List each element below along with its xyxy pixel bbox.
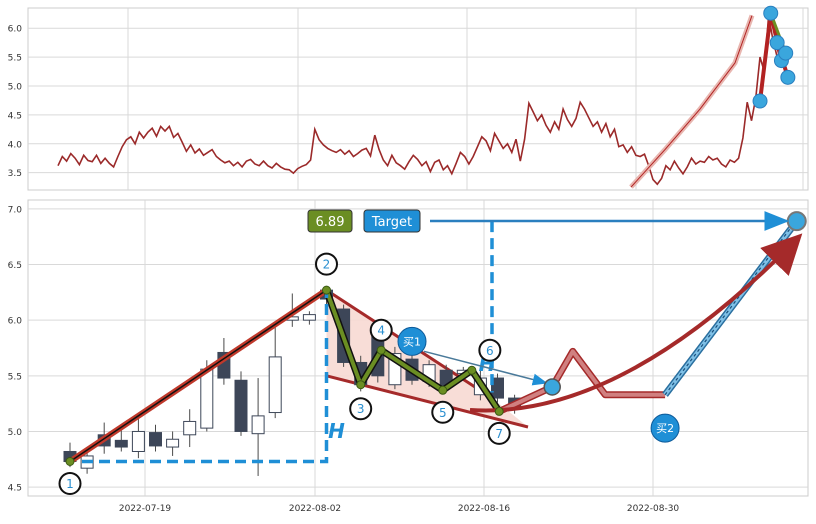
overview-lines: [57, 5, 796, 189]
wave-path: [324, 289, 501, 413]
wave-point-dot: [65, 457, 75, 467]
wave-point-dot: [494, 406, 504, 416]
target-badge-label: Target: [371, 215, 412, 230]
height-label-1: H: [328, 419, 345, 443]
detail-y-tick-label: 5.0: [8, 428, 23, 438]
overview-grid: [28, 8, 808, 190]
wave-label-circle: [431, 400, 455, 424]
target-marker: [786, 211, 807, 232]
detail-y-tick-label: 6.0: [8, 317, 23, 327]
overview-trend-line: [630, 15, 753, 188]
overview-y-tick-label: 4.0: [8, 140, 23, 150]
buy-point-label: 买1: [403, 335, 421, 348]
breakout-marker: [543, 378, 561, 396]
projection-path: [498, 349, 666, 414]
candle-body: [200, 368, 214, 429]
recovery-arrow: [469, 233, 803, 413]
detail-x-tick-label: 2022-07-19: [119, 504, 172, 514]
wave-point-dot: [467, 365, 477, 375]
wave-label-text: 7: [495, 427, 503, 441]
wave-point-dot: [322, 285, 331, 295]
wave-label-text: 3: [357, 402, 365, 416]
overview-y-tick-label: 3.5: [8, 169, 22, 179]
trend-line-1-2-core: [69, 289, 327, 463]
wave-label-circle: [487, 421, 511, 445]
candle-body: [149, 432, 162, 447]
overview-price-series: [57, 15, 791, 186]
target-price-value: 6.89: [316, 215, 345, 230]
detail-y-tick-label: 7.0: [8, 205, 23, 215]
detail-x-tick-label: 2022-08-16: [458, 504, 511, 514]
candle-body: [183, 420, 197, 436]
overview-y-tick-label: 5.0: [8, 83, 23, 93]
wave-label-circle: [369, 318, 393, 342]
wave-label-text: 4: [377, 324, 385, 338]
height-measure-1: [82, 290, 329, 464]
candle-body: [302, 314, 316, 321]
candle-body: [131, 430, 145, 452]
overview-pattern-point: [763, 5, 779, 21]
overview-y-tick-label: 5.5: [8, 54, 22, 64]
overview-pattern-point: [769, 35, 785, 51]
detail-y-tick-label: 4.5: [8, 484, 22, 494]
buy-point-badge: [650, 413, 680, 443]
wave-label-text: 5: [439, 406, 447, 420]
detail-y-tick-label: 6.5: [8, 261, 22, 271]
wave-label-text: 2: [323, 258, 331, 272]
buy1-arrow: [423, 350, 548, 386]
wave-point-dot: [356, 380, 366, 390]
candle-body: [114, 439, 128, 448]
candle-body: [268, 356, 282, 414]
buy-point-badge: [397, 326, 427, 356]
overview-panel: [27, 7, 809, 191]
candle-body: [234, 379, 248, 432]
target-badge: [363, 209, 421, 233]
buy-point-label: 买2: [656, 422, 674, 435]
overview-pattern-point: [778, 45, 794, 61]
candle-body: [251, 415, 265, 435]
detail-x-tick-label: 2022-08-30: [627, 504, 680, 514]
overview-pattern-point: [780, 69, 796, 85]
target-price-badge: [307, 209, 353, 233]
wave-label-circle: [349, 397, 373, 421]
wave-label-circle: [315, 252, 338, 276]
candle-body: [491, 377, 504, 399]
wave-label-circle: [58, 472, 82, 496]
detail-x-tick-label: 2022-08-02: [289, 504, 341, 514]
overview-y-axis: 3.5 4.0 4.5 5.0 5.5 6.0: [8, 25, 23, 179]
wave-label-circle: [478, 338, 502, 362]
wave-label-text: 6: [486, 344, 494, 358]
wave-point-dot: [438, 385, 448, 395]
detail-x-axis: 2022-07-19 2022-08-02 2022-08-16 2022-08-30: [119, 504, 680, 514]
overview-y-tick-label: 6.0: [8, 25, 23, 35]
overview-pattern-point: [752, 93, 768, 109]
overview-y-tick-label: 4.5: [8, 111, 22, 121]
candle-body: [166, 438, 180, 448]
wave-label-text: 1: [66, 477, 74, 491]
detail-y-axis: 4.5 5.0 5.5 6.0 6.5 7.0: [8, 205, 23, 493]
wave-point-dot: [376, 345, 386, 355]
detail-y-tick-label: 5.5: [8, 372, 22, 382]
